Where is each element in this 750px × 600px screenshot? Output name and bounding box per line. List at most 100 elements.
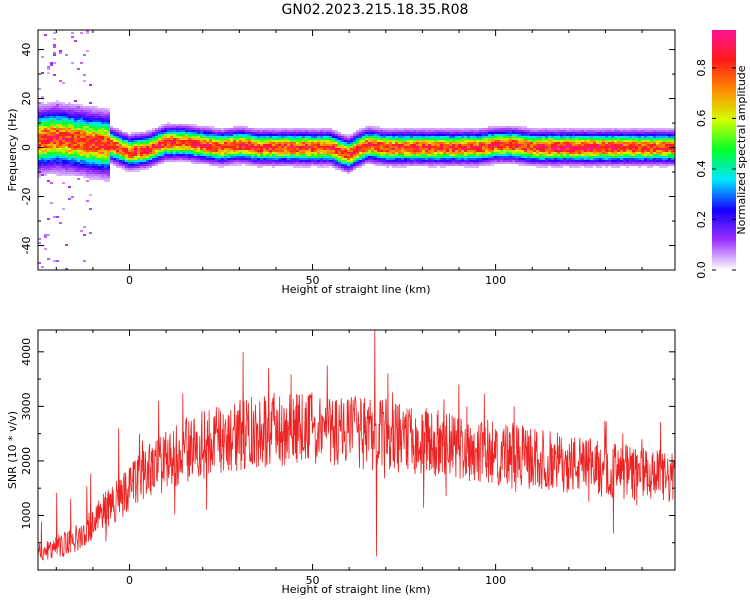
heatmap-cell — [617, 140, 620, 142]
heatmap-cell — [401, 132, 404, 134]
heatmap-cell — [608, 140, 611, 142]
heatmap-cell — [119, 148, 122, 150]
heatmap-cell — [641, 152, 644, 154]
heatmap-cell — [497, 126, 500, 128]
heatmap-cell — [362, 140, 365, 142]
heatmap-cell — [92, 122, 95, 124]
heatmap-cell — [641, 148, 644, 150]
heatmap-cell — [566, 138, 569, 140]
heatmap-cell — [671, 134, 674, 136]
heatmap-cell — [83, 80, 86, 82]
heatmap-cell — [248, 146, 251, 148]
heatmap-cell — [197, 152, 200, 154]
heatmap-cell — [440, 144, 443, 146]
heatmap-cell — [425, 160, 428, 162]
heatmap-cell — [182, 142, 185, 144]
heatmap-cell — [233, 154, 236, 156]
heatmap-cell — [251, 156, 254, 158]
heatmap-cell — [554, 156, 557, 158]
heatmap-cell — [68, 138, 71, 140]
heatmap-cell — [320, 164, 323, 166]
heatmap-cell — [188, 132, 191, 134]
heatmap-cell — [89, 162, 92, 164]
heatmap-cell — [344, 140, 347, 142]
heatmap-cell — [470, 128, 473, 130]
heatmap-cell — [500, 136, 503, 138]
heatmap-cell — [323, 134, 326, 136]
heatmap-cell — [605, 138, 608, 140]
heatmap-cell — [65, 124, 68, 126]
heatmap-cell — [467, 164, 470, 166]
heatmap-cell — [428, 160, 431, 162]
heatmap-cell — [131, 132, 134, 134]
heatmap-cell — [434, 148, 437, 150]
heatmap-cell — [389, 140, 392, 142]
heatmap-cell — [662, 160, 665, 162]
heatmap-cell — [308, 150, 311, 152]
heatmap-cell — [65, 146, 68, 148]
heatmap-cell — [77, 170, 80, 172]
heatmap-cell — [650, 142, 653, 144]
heatmap-cell — [527, 130, 530, 132]
heatmap-cell — [41, 118, 44, 120]
heatmap-cell — [137, 162, 140, 164]
heatmap-cell — [449, 154, 452, 156]
heatmap-cell — [104, 168, 107, 170]
heatmap-cell — [581, 142, 584, 144]
heatmap-cell — [386, 162, 389, 164]
heatmap-cell — [257, 158, 260, 160]
heatmap-cell — [272, 154, 275, 156]
heatmap-cell — [56, 162, 59, 164]
heatmap-cell — [605, 154, 608, 156]
heatmap-cell — [482, 142, 485, 144]
heatmap-cell — [221, 164, 224, 166]
heatmap-cell — [167, 126, 170, 128]
heatmap-cell — [59, 136, 62, 138]
heatmap-cell — [44, 164, 47, 166]
heatmap-cell — [350, 156, 353, 158]
heatmap-cell — [80, 174, 83, 176]
heatmap-cell — [167, 148, 170, 150]
heatmap-cell — [344, 160, 347, 162]
heatmap-cell — [539, 154, 542, 156]
heatmap-cell — [101, 142, 104, 144]
heatmap-cell — [194, 144, 197, 146]
heatmap-cell — [605, 164, 608, 166]
heatmap-cell — [341, 150, 344, 152]
heatmap-cell — [203, 148, 206, 150]
heatmap-cell — [659, 134, 662, 136]
heatmap-cell — [356, 132, 359, 134]
heatmap-cell — [41, 164, 44, 166]
heatmap-cell — [74, 146, 77, 148]
heatmap-cell — [569, 136, 572, 138]
heatmap-cell — [536, 134, 539, 136]
heatmap-cell — [353, 164, 356, 166]
heatmap-cell — [53, 38, 56, 40]
heatmap-cell — [392, 142, 395, 144]
heatmap-cell — [401, 160, 404, 162]
heatmap-cell — [269, 138, 272, 140]
heatmap-cell — [200, 144, 203, 146]
heatmap-cell — [560, 150, 563, 152]
heatmap-cell — [50, 126, 53, 128]
heatmap-cell — [425, 150, 428, 152]
heatmap-cell — [293, 144, 296, 146]
heatmap-cell — [350, 166, 353, 168]
heatmap-cell — [617, 154, 620, 156]
heatmap-cell — [86, 176, 89, 178]
heatmap-cell — [56, 136, 59, 138]
heatmap-cell — [200, 134, 203, 136]
heatmap-cell — [248, 154, 251, 156]
heatmap-cell — [89, 112, 92, 114]
heatmap-cell — [626, 144, 629, 146]
heatmap-cell — [149, 140, 152, 142]
heatmap-cell — [176, 146, 179, 148]
heatmap-cell — [599, 146, 602, 148]
heatmap-cell — [227, 130, 230, 132]
heatmap-cell — [278, 140, 281, 142]
heatmap-cell — [182, 132, 185, 134]
heatmap-cell — [668, 152, 671, 154]
heatmap-cell — [41, 146, 44, 148]
heatmap-cell — [170, 136, 173, 138]
